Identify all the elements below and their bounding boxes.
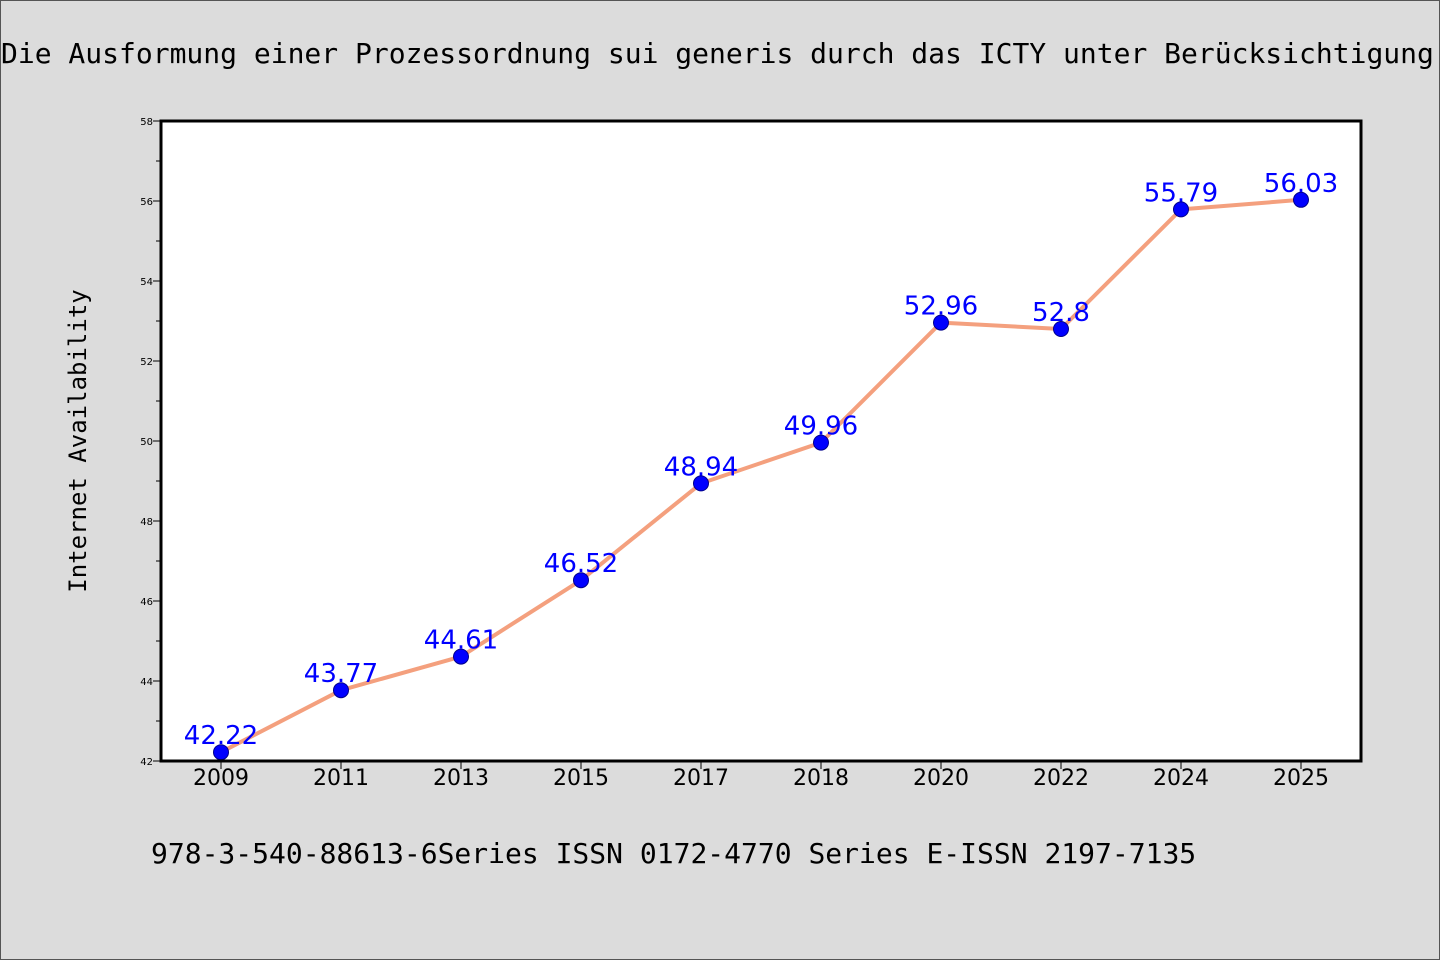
y-tick-label: 56 (140, 197, 153, 208)
data-label: 42.22 (184, 721, 258, 751)
data-point (693, 475, 709, 492)
x-tick-label: 2024 (1153, 766, 1209, 791)
y-axis: 42 44 46 48 50 52 54 56 58 (140, 117, 161, 768)
y-tick-label: 52 (140, 357, 153, 368)
data-label: 52.96 (904, 292, 978, 322)
data-label: 52.8 (1032, 298, 1090, 328)
y-tick-label: 50 (140, 437, 153, 448)
x-tick-label: 2025 (1273, 766, 1329, 791)
x-tick-label: 2011 (313, 766, 369, 791)
data-point (1173, 201, 1189, 218)
data-label: 48.94 (664, 452, 738, 482)
y-tick-label: 58 (140, 117, 153, 128)
chart-title: Die Ausformung einer Prozessordnung sui … (1, 37, 1439, 70)
series-group: 42.22 43.77 44.61 46.52 48.94 49.96 52.96 52.8 5… (184, 169, 1338, 761)
plot-frame (159, 119, 1363, 763)
data-label: 56.03 (1264, 169, 1338, 199)
x-tick-label: 2018 (793, 766, 849, 791)
x-tick-label: 2020 (913, 766, 969, 791)
data-point (1293, 191, 1309, 208)
footer-isbn-issn: 978-3-540-88613-6Series ISSN 0172-4770 S… (151, 837, 1197, 870)
y-tick-label: 54 (140, 277, 153, 288)
data-label: 46.52 (544, 549, 618, 579)
y-tick-label: 42 (140, 757, 153, 768)
y-tick-label: 48 (140, 517, 153, 528)
x-tick-label: 2015 (553, 766, 609, 791)
data-label: 43.77 (304, 659, 378, 689)
x-tick-label: 2009 (193, 766, 249, 791)
y-tick-label: 46 (140, 597, 153, 608)
data-point (813, 434, 829, 451)
x-axis: 2009 2011 2013 2015 2017 2018 2020 2022 2024 2025 (193, 761, 1329, 791)
data-point (453, 648, 469, 665)
data-point (333, 682, 349, 699)
x-tick-label: 2022 (1033, 766, 1089, 791)
data-label: 49.96 (784, 412, 858, 442)
y-tick-label: 44 (140, 677, 153, 688)
data-point (573, 572, 589, 589)
data-point (933, 314, 949, 331)
data-label: 44.61 (424, 626, 498, 656)
x-tick-label: 2013 (433, 766, 489, 791)
data-point (1053, 321, 1069, 337)
data-label: 55.79 (1144, 178, 1218, 208)
series-line (220, 197, 1302, 754)
y-axis-title: Internet Availability (64, 289, 92, 592)
x-tick-label: 2017 (673, 766, 729, 791)
